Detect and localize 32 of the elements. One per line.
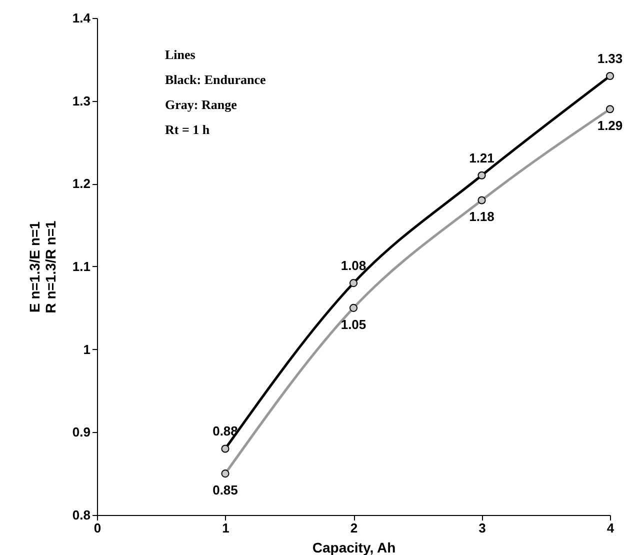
point xyxy=(349,304,358,312)
x-tick-label: 4 xyxy=(606,520,615,536)
data-label: 1.08 xyxy=(340,258,366,274)
data-label: 1.05 xyxy=(340,316,366,332)
point xyxy=(478,171,486,180)
y-tick-label: 1.3 xyxy=(72,93,90,108)
x-tick-label: 1 xyxy=(222,520,230,536)
point xyxy=(478,196,486,204)
x-tick-label: 0 xyxy=(94,520,102,536)
point xyxy=(606,72,614,80)
point xyxy=(221,444,230,453)
y-tick-label: 1.2 xyxy=(72,176,90,192)
y-tick-label: 0.9 xyxy=(72,424,90,440)
x-tick-label: 2 xyxy=(350,520,358,536)
point xyxy=(349,279,358,288)
point xyxy=(221,470,230,478)
y-tick-label: 0.8 xyxy=(72,508,90,522)
data-label: 0.85 xyxy=(212,482,238,498)
y-axis-title: E n=1.3/E n=1 R n=1.3/R n=1 xyxy=(26,220,58,314)
x-tick-label: 3 xyxy=(478,520,486,536)
data-label: 1.33 xyxy=(597,50,623,66)
y-tick-label: 1.4 xyxy=(72,10,92,26)
data-label: 1.18 xyxy=(469,209,494,224)
annotation: Rt = 1 h xyxy=(165,122,210,137)
annotation: Black: Endurance xyxy=(165,72,266,87)
point xyxy=(606,105,614,114)
data-label: 1.21 xyxy=(469,150,494,166)
annotation: Gray: Range xyxy=(165,97,238,112)
y-tick-label: 1 xyxy=(83,342,90,357)
annotation: Lines xyxy=(165,47,196,62)
y-tick-label: 1.1 xyxy=(72,259,90,274)
data-label: 1.29 xyxy=(597,118,623,134)
